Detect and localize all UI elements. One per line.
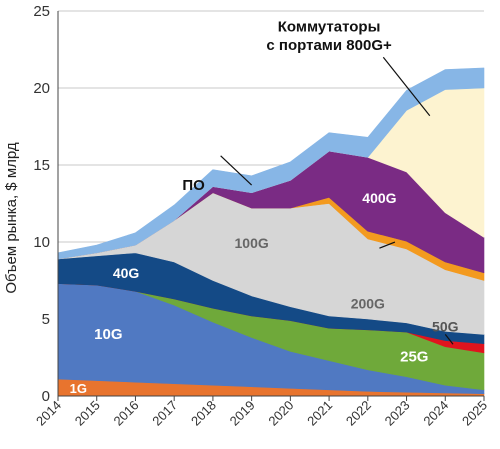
y-axis-label: Объем рынка, $ млрд — [3, 142, 20, 294]
y-tick-labels: 0 5 10 15 20 25 — [33, 3, 50, 405]
label-по: ПО — [182, 177, 205, 194]
x-tick-2014: 2014 — [33, 398, 64, 429]
y-tick-20: 20 — [33, 80, 50, 97]
y-tick-10: 10 — [33, 234, 50, 251]
y-tick-0: 0 — [42, 388, 50, 405]
axes — [57, 11, 484, 397]
y-tick-5: 5 — [42, 311, 50, 328]
label-100g: 100G — [235, 235, 269, 251]
label-1g: 1G — [70, 381, 87, 396]
leader-50g — [444, 334, 454, 345]
x-tick-2016: 2016 — [111, 398, 142, 429]
x-tick-2019: 2019 — [227, 398, 258, 429]
x-tick-2024: 2024 — [420, 398, 451, 429]
x-tick-2018: 2018 — [188, 398, 219, 429]
leader-200g — [379, 241, 396, 249]
y-tick-15: 15 — [33, 157, 50, 174]
leader-po — [220, 155, 253, 186]
y-tick-25: 25 — [33, 3, 50, 20]
label-25g: 25G — [400, 349, 428, 366]
x-tick-2015: 2015 — [72, 398, 103, 429]
leader-800g — [382, 56, 431, 117]
label-коммутаторы: Коммутаторы — [278, 18, 381, 35]
x-tick-2017: 2017 — [149, 398, 180, 429]
label-400g: 400G — [362, 190, 396, 206]
x-tick-labels: 2014 2015 2016 2017 2018 2019 2020 2021 2022 2023… — [33, 396, 490, 429]
x-tick-2021: 2021 — [304, 398, 335, 429]
area-series-group — [57, 67, 485, 397]
label-50g: 50G — [432, 319, 459, 335]
x-tick-2022: 2022 — [343, 398, 374, 429]
label-10g: 10G — [94, 326, 122, 343]
x-tick-2023: 2023 — [382, 398, 413, 429]
area-по — [57, 67, 485, 260]
x-tick-2025: 2025 — [459, 398, 490, 429]
label-с-портами-800g: с портами 800G+ — [266, 37, 392, 54]
label-200g: 200G — [351, 296, 385, 312]
x-tick-2020: 2020 — [265, 398, 296, 429]
label-40g: 40G — [113, 265, 140, 281]
